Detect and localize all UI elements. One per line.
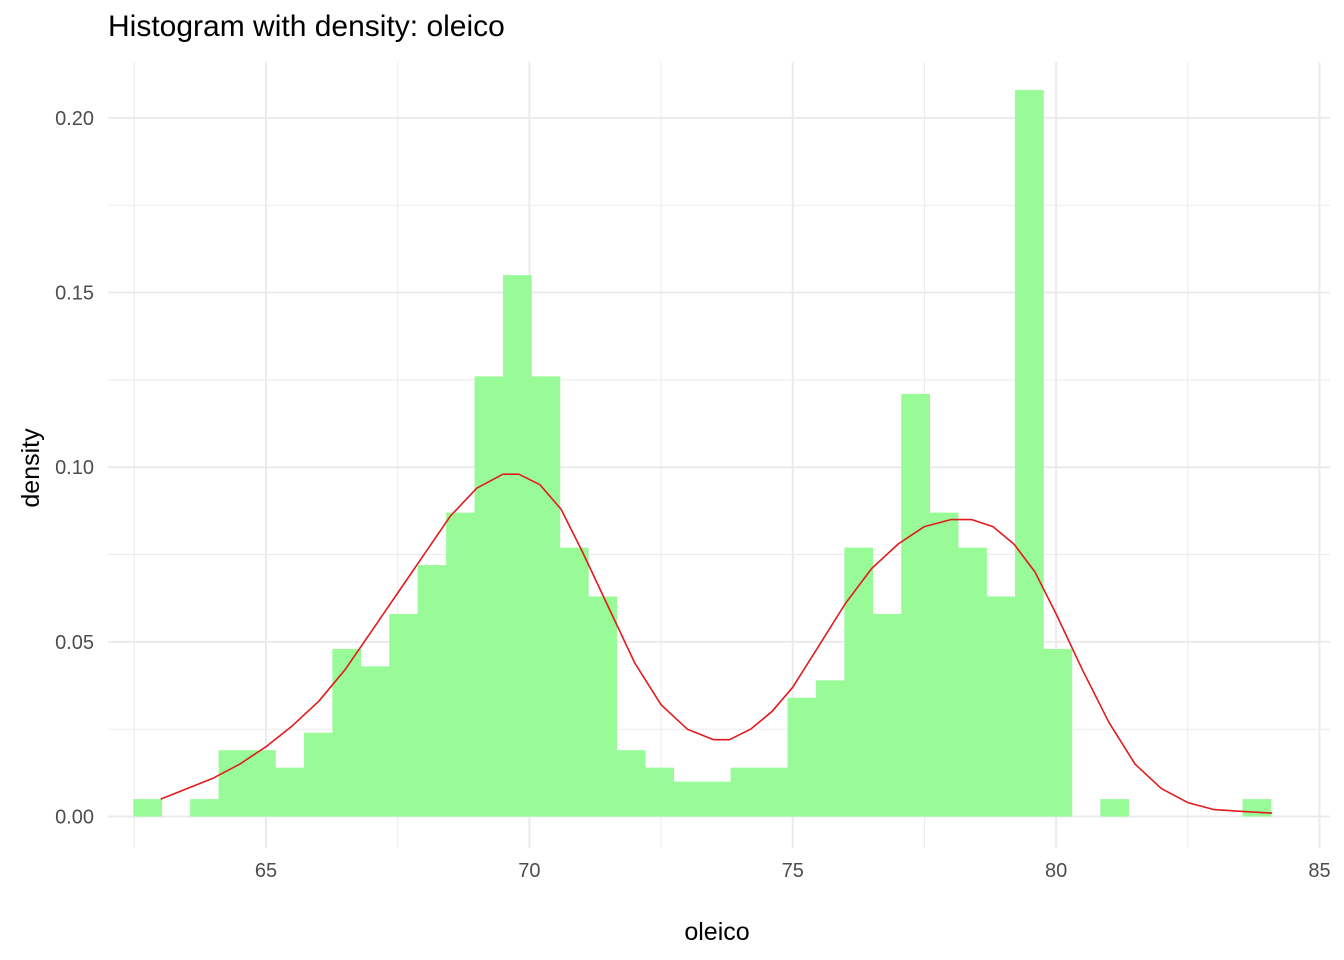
- histogram-bar: [702, 781, 731, 817]
- histogram-bar: [303, 732, 333, 817]
- histogram-bar: [730, 767, 760, 817]
- histogram-bar: [1100, 799, 1130, 817]
- histogram-bar: [503, 275, 532, 817]
- histogram-bar: [474, 376, 504, 817]
- y-tick-label: 0.20: [55, 108, 94, 130]
- x-tick-label: 70: [518, 860, 540, 882]
- histogram-bar: [844, 547, 874, 817]
- histogram-bar: [332, 648, 362, 817]
- histogram-bar: [929, 512, 959, 817]
- x-tick-label: 75: [782, 860, 804, 882]
- histogram-bar: [1043, 648, 1073, 817]
- histogram-bar: [190, 799, 219, 817]
- histogram-bar: [645, 767, 675, 817]
- x-axis-title: oleico: [684, 918, 749, 946]
- histogram-bar: [446, 512, 475, 817]
- histogram-bar: [417, 565, 447, 817]
- density-curve: [160, 473, 1273, 814]
- y-axis-title: density: [17, 428, 45, 508]
- x-axis-ticks: 65 70 75 80 85: [255, 860, 1331, 882]
- histogram-bar: [901, 393, 930, 817]
- x-tick-label: 85: [1308, 860, 1330, 882]
- y-tick-label: 0.15: [55, 283, 94, 305]
- histogram-bar: [360, 666, 390, 817]
- histogram-bar: [616, 750, 646, 817]
- histogram-bar: [588, 596, 618, 817]
- histogram-bar: [275, 767, 305, 817]
- histogram-bar: [1015, 89, 1044, 817]
- histogram-bar: [673, 781, 703, 817]
- y-axis-ticks: 0.00 0.05 0.10 0.15 0.20: [55, 108, 94, 829]
- histogram-bar: [872, 613, 902, 817]
- histogram-bars: [133, 89, 1272, 817]
- histogram-bar: [986, 596, 1016, 817]
- density-curve-group: [160, 473, 1273, 814]
- histogram-bar: [787, 697, 817, 817]
- y-tick-label: 0.10: [55, 457, 94, 479]
- histogram-bar: [759, 767, 788, 817]
- y-tick-label: 0.00: [55, 807, 94, 829]
- x-tick-label: 65: [255, 860, 277, 882]
- histogram-bar: [815, 680, 845, 817]
- grid-major: [108, 62, 1330, 848]
- y-tick-label: 0.05: [55, 632, 94, 654]
- histogram-bar: [559, 547, 589, 817]
- histogram-bar: [389, 613, 419, 817]
- x-tick-label: 80: [1045, 860, 1067, 882]
- histogram-bar: [133, 799, 163, 817]
- histogram-bar: [218, 750, 248, 817]
- histogram-bar: [958, 547, 987, 817]
- histogram-bar: [247, 750, 276, 817]
- histogram-bar: [531, 376, 561, 817]
- grid-minor: [108, 62, 1330, 848]
- chart-title: Histogram with density: oleico: [108, 10, 505, 43]
- histogram-bar: [1242, 799, 1272, 817]
